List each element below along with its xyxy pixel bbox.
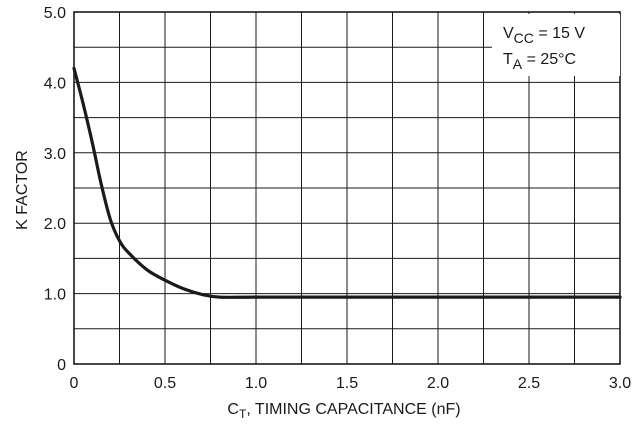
- x-axis-label-main: C: [227, 401, 239, 418]
- vcc-rest: = 15 V: [534, 25, 585, 42]
- y-tick-labels: 0 1.0 2.0 3.0 4.0 5.0: [44, 5, 66, 374]
- ta-annotation: TA = 25°C: [503, 51, 576, 72]
- conditions-box-background: [492, 14, 620, 76]
- ta-rest: = 25°C: [522, 51, 576, 68]
- vcc-annotation: VCC = 15 V: [503, 25, 585, 46]
- plot-frame: [73, 11, 621, 365]
- x-tick-label: 1.5: [336, 375, 358, 392]
- y-tick-label: 0: [57, 357, 66, 374]
- y-tick-label: 2.0: [44, 216, 66, 233]
- y-tick-label: 5.0: [44, 5, 66, 22]
- x-axis-label-sub: T: [239, 407, 247, 421]
- x-tick-label: 0.5: [154, 375, 176, 392]
- y-tick-label: 4.0: [44, 75, 66, 92]
- k-factor-curve: [72, 66, 622, 299]
- x-tick-label: 3.0: [609, 375, 631, 392]
- x-tick-labels: 0 0.5 1.0 1.5 2.0 2.5 3.0: [70, 375, 632, 392]
- x-axis-label: CT, TIMING CAPACITANCE (nF): [227, 401, 460, 421]
- vcc-sub: CC: [514, 30, 534, 46]
- ta-sub: A: [513, 56, 523, 72]
- x-tick-label: 2.5: [518, 375, 540, 392]
- y-tick-label: 1.0: [44, 287, 66, 304]
- conditions-box: VCC = 15 V TA = 25°C: [492, 14, 620, 76]
- vcc-main: V: [503, 25, 514, 42]
- x-tick-label: 0: [70, 375, 79, 392]
- series-layer: [72, 66, 622, 299]
- x-tick-label: 2.0: [427, 375, 449, 392]
- ta-main: T: [503, 51, 513, 68]
- x-axis-label-rest: , TIMING CAPACITANCE (nF): [246, 401, 460, 418]
- x-tick-label: 1.0: [245, 375, 267, 392]
- y-tick-label: 3.0: [44, 146, 66, 163]
- plot-border: [73, 11, 621, 365]
- y-axis-label: K FACTOR: [14, 150, 31, 230]
